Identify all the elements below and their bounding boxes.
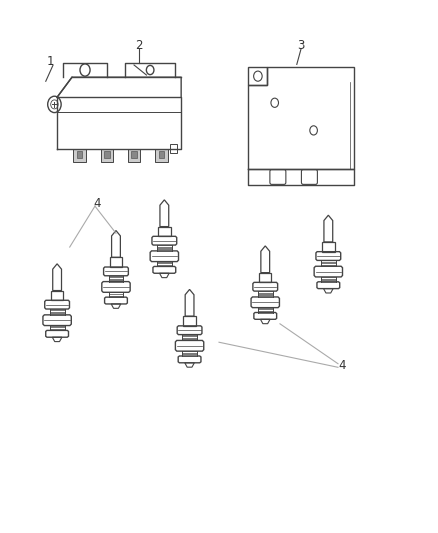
Text: 3: 3	[297, 39, 305, 52]
Bar	[128, 149, 140, 161]
Text: 2: 2	[135, 39, 143, 52]
Bar	[248, 67, 267, 85]
Bar	[77, 151, 82, 158]
Bar	[101, 149, 113, 161]
Bar	[131, 151, 137, 158]
Bar	[155, 149, 167, 161]
Bar	[159, 151, 164, 158]
Text: 4: 4	[338, 359, 346, 372]
Bar	[170, 144, 177, 154]
Text: 1: 1	[47, 55, 55, 68]
Text: 4: 4	[93, 197, 101, 209]
Bar	[73, 149, 86, 161]
Bar	[104, 151, 110, 158]
